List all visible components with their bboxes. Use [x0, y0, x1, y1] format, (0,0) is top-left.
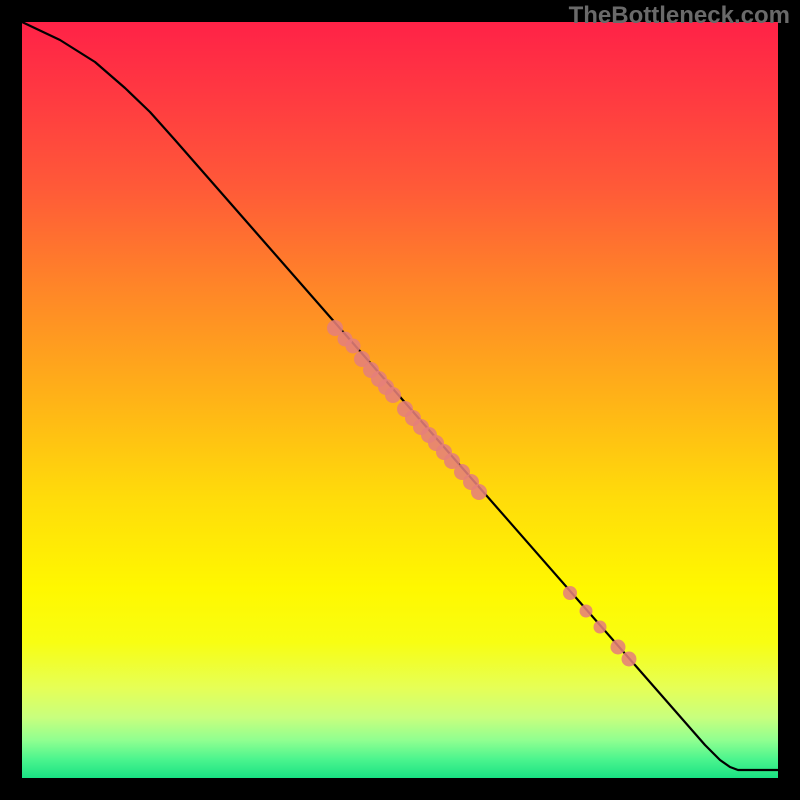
watermark-text: TheBottleneck.com	[569, 2, 790, 30]
plot-gradient-background	[22, 22, 778, 778]
chart-container: TheBottleneck.com	[0, 0, 800, 800]
